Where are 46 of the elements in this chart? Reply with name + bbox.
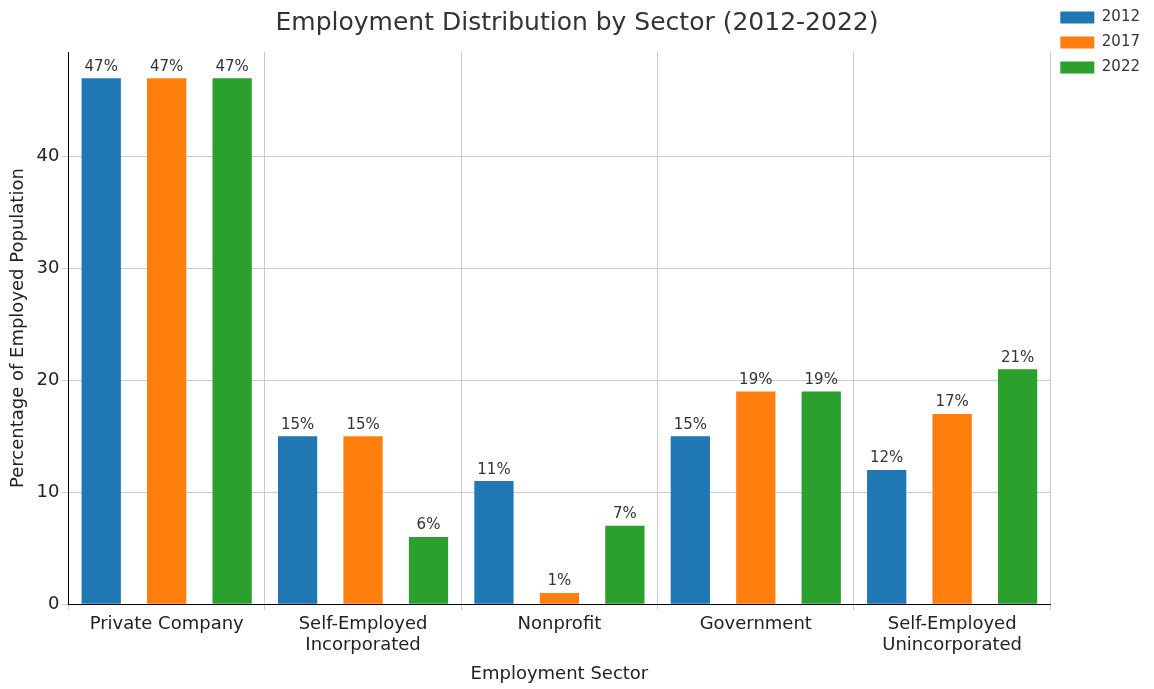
bar [81, 78, 121, 604]
bar [277, 436, 318, 604]
data-label: 6% [416, 515, 441, 534]
bar [997, 369, 1038, 604]
y-tick-label: 10 [36, 479, 60, 501]
data-label: 47% [215, 56, 249, 75]
bar [605, 525, 645, 604]
bar [147, 78, 187, 604]
x-tick-label: Nonprofit [517, 611, 602, 633]
x-axis-title: Employment Sector [470, 661, 649, 683]
bar [474, 481, 514, 604]
x-tick-label: Self-Employed Unincorporated [882, 611, 1023, 655]
bar [212, 78, 252, 604]
bar [736, 391, 776, 604]
data-label: 7% [612, 504, 637, 523]
bar [867, 469, 907, 604]
data-label: 47% [150, 56, 184, 75]
bar [539, 593, 580, 604]
x-tick-label: Self-Employed Incorporated [298, 611, 428, 655]
x-tick-label: Private Company [89, 611, 245, 633]
bar [408, 537, 449, 604]
data-label: 21% [1000, 347, 1035, 366]
chart-title: Employment Distribution by Sector (2012-2022) [275, 6, 879, 36]
legend-label: 2012 [1101, 7, 1141, 26]
data-label: 15% [673, 414, 707, 433]
y-tick-label: 30 [36, 256, 60, 278]
y-tick-label: 40 [36, 144, 60, 166]
data-label: 19% [804, 369, 838, 388]
y-tick-label: 0 [48, 591, 60, 613]
legend-label: 2017 [1101, 32, 1141, 51]
bar [670, 436, 710, 604]
data-label: 12% [870, 448, 904, 467]
bar [932, 413, 972, 604]
bar [343, 436, 383, 604]
data-label: 19% [739, 369, 773, 388]
data-label: 15% [346, 414, 380, 433]
bar [801, 391, 841, 604]
data-label: 15% [280, 414, 315, 433]
data-label: 11% [477, 459, 511, 478]
legend-label: 2022 [1101, 57, 1141, 76]
data-label: 47% [84, 56, 118, 75]
data-label: 17% [935, 392, 969, 411]
x-tick-label: Government [699, 611, 812, 633]
data-label: 1% [547, 571, 572, 590]
y-tick-label: 20 [36, 368, 60, 390]
y-axis-title: Percentage of Employed Population [6, 168, 28, 489]
